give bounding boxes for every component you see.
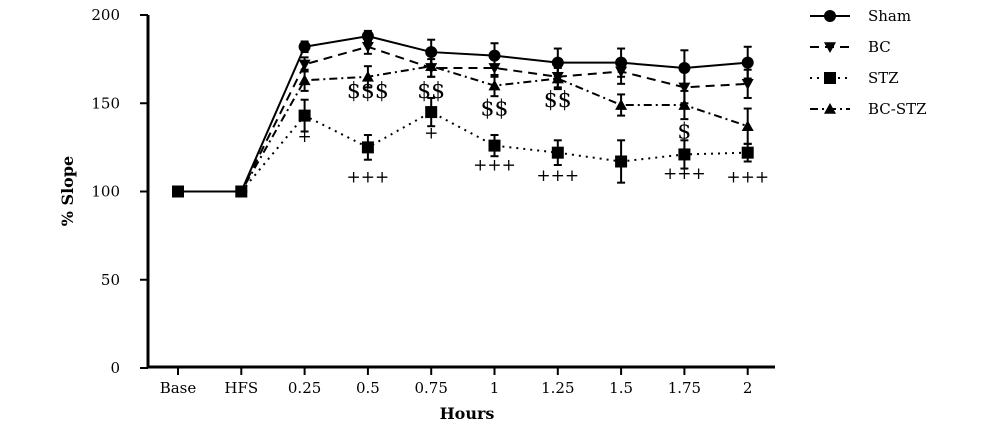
series-bc-stz	[172, 54, 754, 197]
y-tick-label: 50	[101, 271, 120, 289]
significance-annotation: $$$	[347, 79, 389, 104]
x-tick-label: 1.5	[609, 379, 633, 397]
x-tick-label: 2	[743, 379, 753, 397]
legend-marker-swatch	[824, 103, 836, 114]
data-point	[551, 72, 564, 84]
data-point	[235, 185, 248, 197]
data-point	[741, 146, 754, 159]
data-point	[678, 82, 691, 94]
legend-entry-bc-stz: BC-STZ	[810, 100, 927, 118]
y-ticks: 0 50 100 150 200	[91, 6, 148, 377]
x-tick-label: 0.5	[356, 379, 380, 397]
significance-annotation: $$	[417, 79, 445, 104]
series-line	[178, 110, 748, 193]
legend-entry-bc: BC	[810, 38, 891, 56]
data-point	[488, 139, 501, 152]
series-line	[178, 35, 748, 193]
data-point	[488, 79, 501, 91]
significance-annotation: $$	[544, 88, 572, 113]
x-tick-label: 1	[490, 379, 500, 397]
significance-annotation: +	[297, 127, 311, 147]
data-point	[741, 120, 754, 131]
y-tick-label: 150	[91, 94, 120, 112]
data-point	[361, 41, 374, 53]
data-point	[615, 155, 628, 168]
data-point	[361, 70, 374, 82]
legend-label: STZ	[868, 69, 899, 87]
y-tick-label: 100	[91, 183, 120, 201]
data-point	[425, 106, 438, 119]
legend-entry-sham: Sham	[810, 7, 911, 25]
x-tick-label: 0.75	[414, 379, 447, 397]
x-axis-title: Hours	[440, 404, 495, 423]
legend: Sham BC STZ BC-STZ	[810, 7, 927, 118]
x-tick-label: HFS	[224, 379, 258, 397]
y-tick-label: 200	[91, 6, 120, 24]
data-point	[488, 63, 501, 74]
data-point	[298, 40, 311, 53]
significance-annotation: $	[677, 120, 691, 145]
series-layer	[172, 29, 754, 198]
data-point	[298, 59, 311, 71]
y-axis-title: % Slope	[58, 156, 77, 226]
data-point	[551, 146, 564, 159]
significance-annotation: +	[424, 124, 438, 144]
significance-annotation: +++	[347, 168, 390, 188]
data-point	[172, 185, 184, 197]
legend-label: Sham	[868, 7, 911, 25]
legend-marker-swatch	[824, 42, 836, 53]
annotation-layer: +++++++++++ +++ +++$$$ $$$$ $$$	[297, 79, 769, 188]
significance-annotation: +++	[726, 168, 769, 188]
x-tick-label: 0.25	[288, 379, 321, 397]
data-point	[615, 66, 628, 78]
significance-annotation: $$	[481, 97, 509, 122]
series-line	[178, 45, 748, 193]
significance-annotation: +++	[536, 166, 579, 186]
x-tick-label: 1.75	[668, 379, 701, 397]
x-ticks: Base HFS 0.25 0.5 0.75 1 1.25 1.5 1.75 2	[160, 368, 753, 397]
significance-annotation: +++	[663, 164, 706, 184]
data-point	[678, 148, 691, 161]
y-tick-label: 0	[110, 359, 120, 377]
series-line	[178, 65, 749, 193]
data-point	[298, 74, 311, 86]
data-point	[741, 56, 754, 69]
data-point	[678, 99, 691, 110]
legend-label: BC	[868, 38, 891, 56]
x-tick-label: 1.25	[541, 379, 574, 397]
legend-marker-swatch	[824, 72, 836, 84]
data-point	[298, 109, 311, 122]
data-point	[361, 141, 374, 154]
data-point	[741, 79, 754, 90]
x-tick-label: Base	[160, 379, 197, 397]
significance-annotation: +++	[473, 155, 516, 175]
legend-marker-swatch	[824, 10, 836, 22]
legend-entry-stz: STZ	[810, 69, 899, 87]
data-point	[615, 99, 628, 110]
legend-label: BC-STZ	[868, 100, 927, 118]
data-point	[425, 60, 438, 71]
